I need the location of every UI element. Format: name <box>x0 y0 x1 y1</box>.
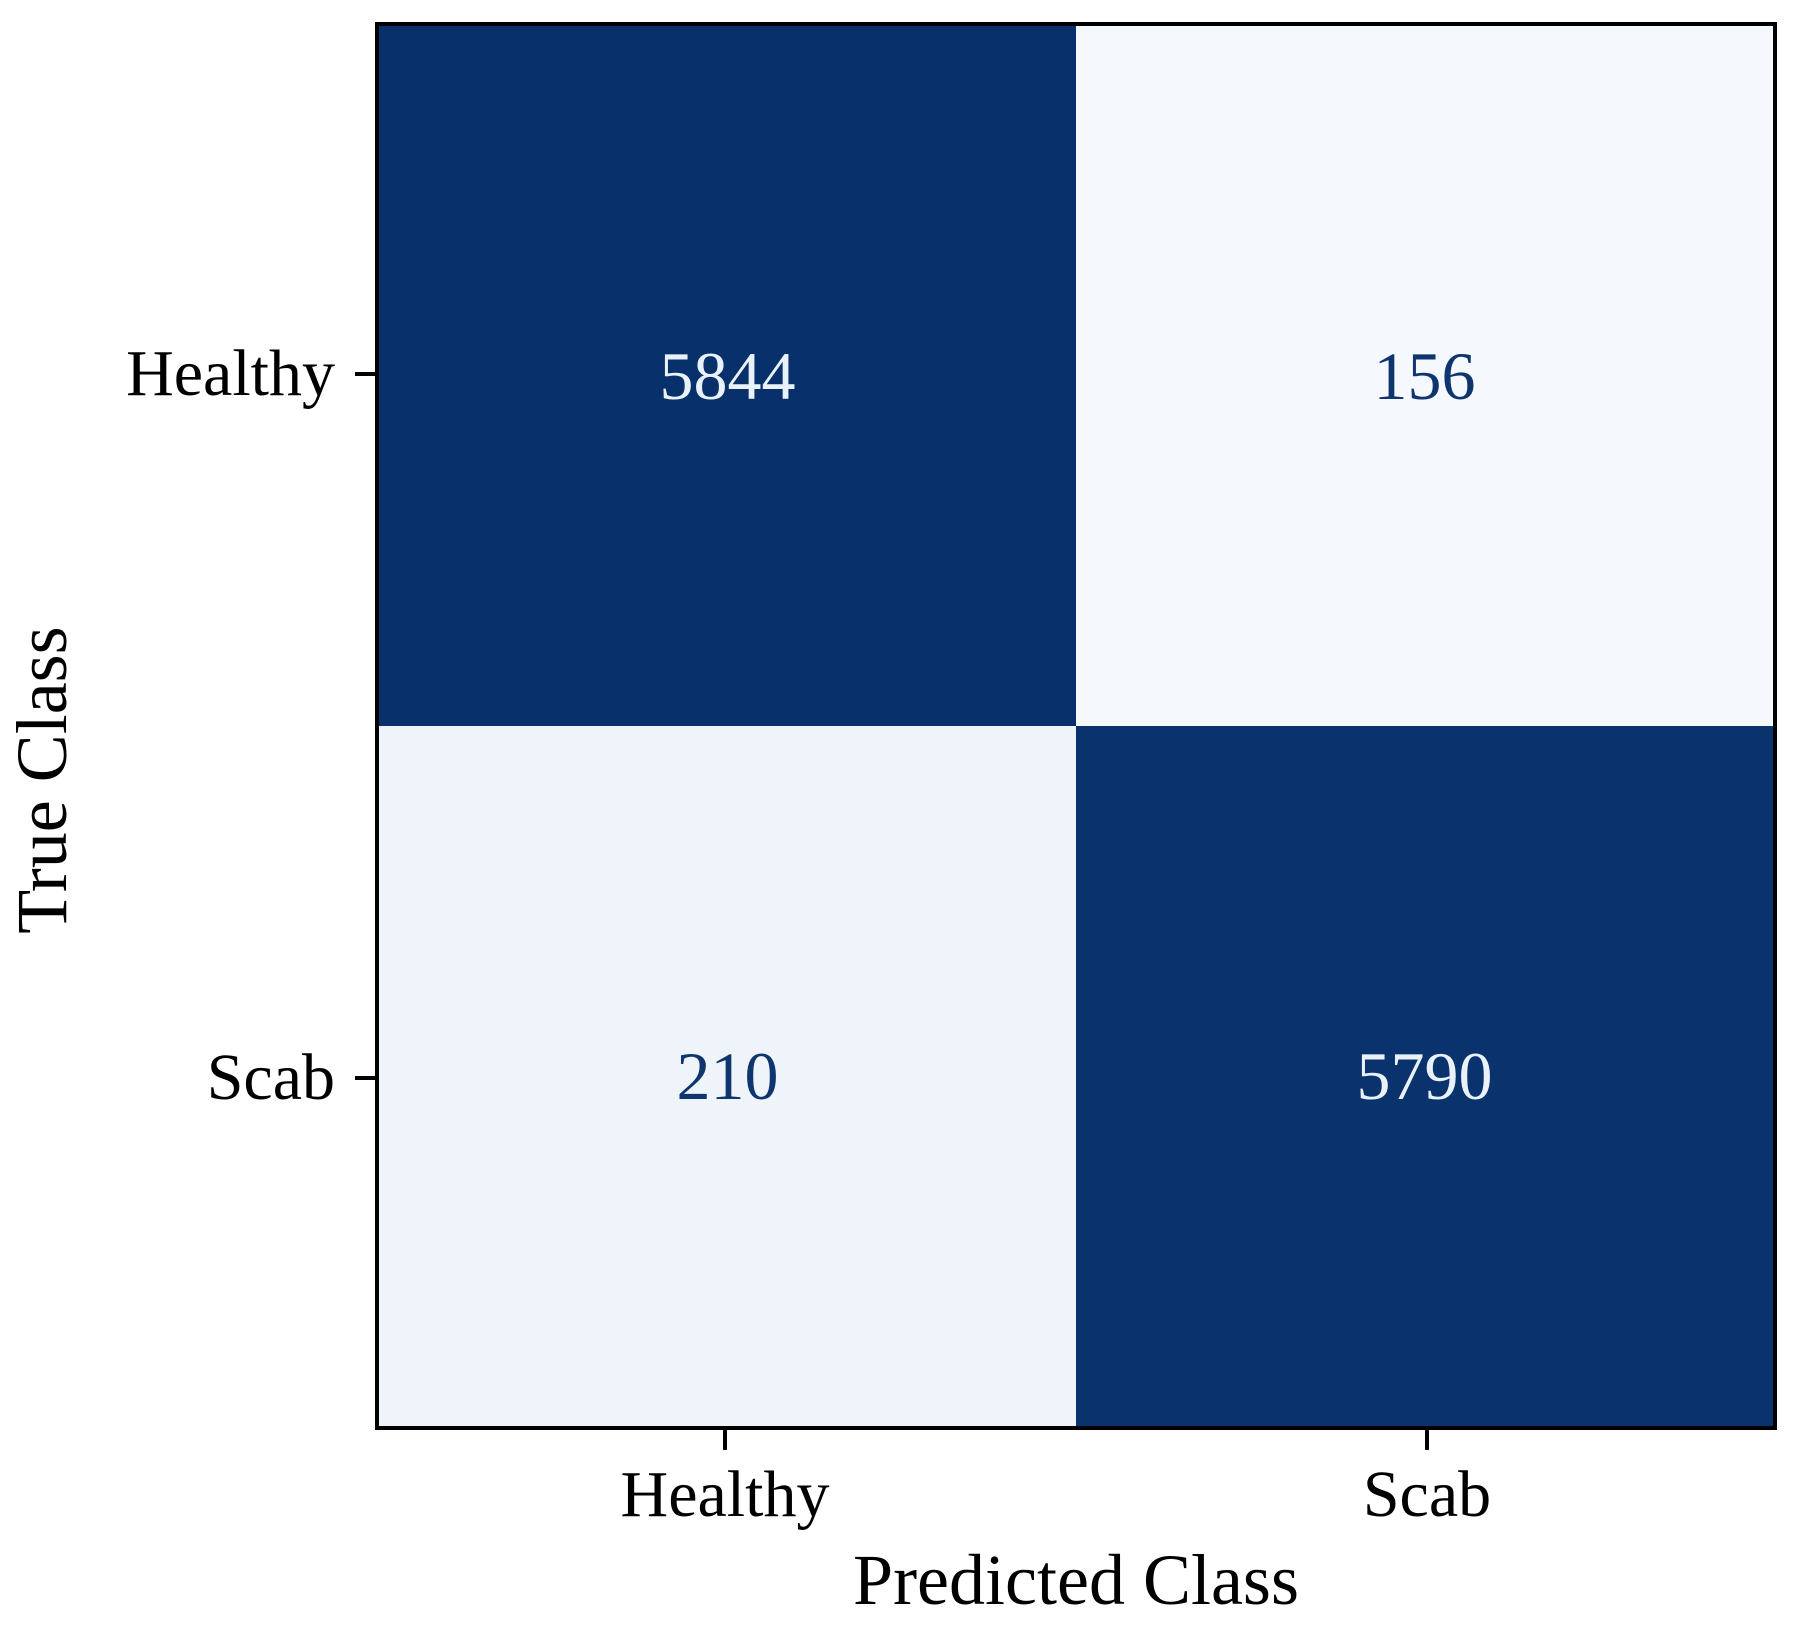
matrix-cell-healthy-healthy: 5844 <box>379 26 1076 726</box>
y-tick-label-healthy: Healthy <box>126 337 335 410</box>
cell-value: 5844 <box>659 338 796 414</box>
x-tick-mark-healthy <box>723 1430 727 1450</box>
x-tick-mark-scab <box>1425 1430 1429 1450</box>
y-tick-mark-healthy <box>355 372 375 376</box>
matrix-cell-scab-scab: 5790 <box>1076 726 1773 1426</box>
confusion-matrix-plot: 5844 156 210 5790 <box>375 22 1777 1430</box>
matrix-cell-scab-healthy: 210 <box>379 726 1076 1426</box>
cell-value: 156 <box>1373 338 1476 414</box>
cell-value: 5790 <box>1356 1038 1493 1114</box>
x-axis-title: Predicted Class <box>853 1540 1299 1620</box>
y-axis-title: True Class <box>2 626 82 934</box>
y-tick-label-scab: Scab <box>206 1041 335 1114</box>
matrix-cell-healthy-scab: 156 <box>1076 26 1773 726</box>
x-tick-label-scab: Scab <box>1362 1458 1492 1531</box>
x-tick-label-healthy: Healthy <box>620 1458 830 1531</box>
cell-value: 210 <box>676 1038 779 1114</box>
y-tick-mark-scab <box>355 1076 375 1080</box>
